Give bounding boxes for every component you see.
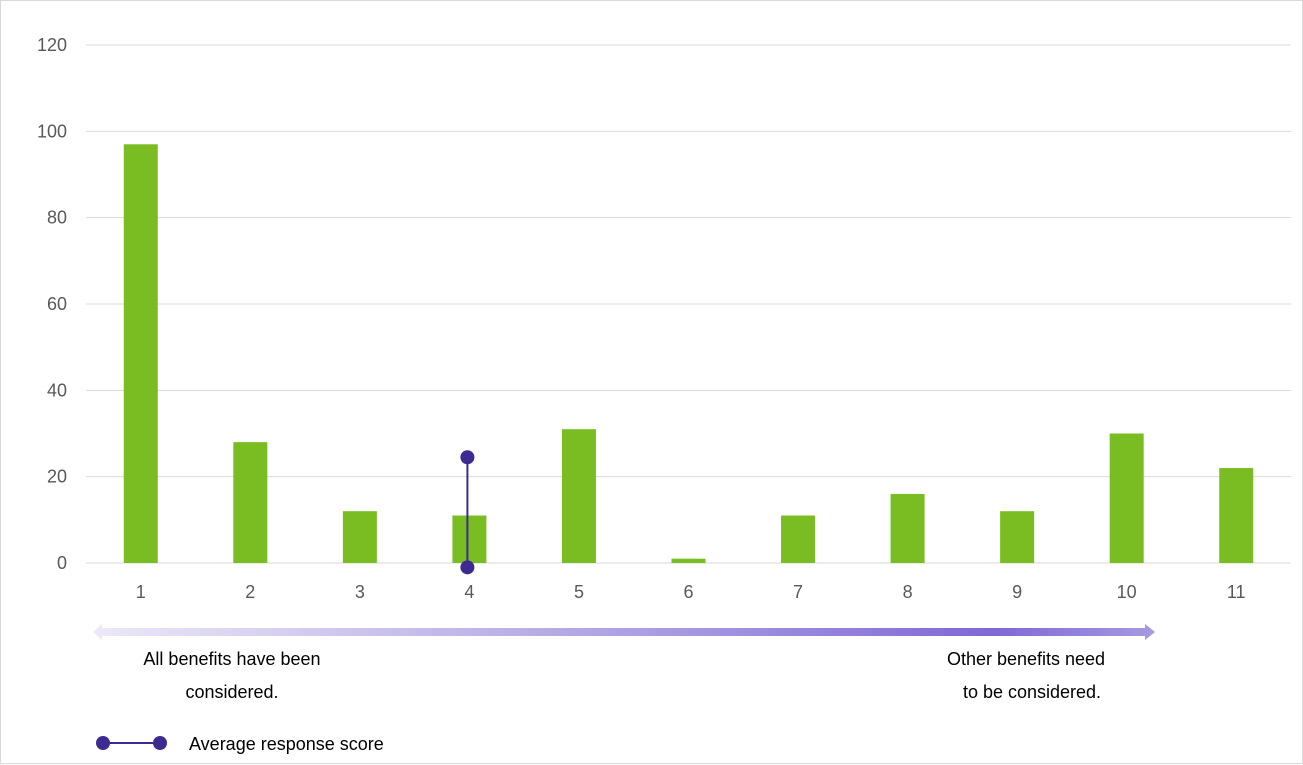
x-tick-label: 1 <box>136 582 146 602</box>
bar-11 <box>1219 468 1254 563</box>
bar-8 <box>890 493 925 563</box>
bar-6 <box>671 558 706 563</box>
legend-label: Average response score <box>189 734 384 754</box>
y-tick-label: 100 <box>37 121 67 141</box>
y-tick-label: 60 <box>47 294 67 314</box>
x-tick-label: 8 <box>903 582 913 602</box>
x-tick-label: 5 <box>574 582 584 602</box>
bar-1 <box>123 144 158 564</box>
left-scale-label-line2: considered. <box>185 682 278 702</box>
bar-3 <box>342 511 377 563</box>
gridlines <box>86 44 1291 564</box>
x-tick-label: 10 <box>1117 582 1137 602</box>
legend-average-dot-left <box>96 736 110 750</box>
x-axis-ticks: 1 2 3 4 5 6 7 8 9 10 11 <box>136 582 1246 602</box>
x-tick-label: 4 <box>464 582 474 602</box>
x-tick-label: 2 <box>245 582 255 602</box>
y-axis-ticks: 0 20 40 60 80 100 120 <box>37 35 67 573</box>
average-dot-low <box>460 560 475 575</box>
x-tick-label: 7 <box>793 582 803 602</box>
y-tick-label: 20 <box>47 467 67 487</box>
bar-4 <box>452 515 487 563</box>
legend-average-dot-right <box>153 736 167 750</box>
y-tick-label: 40 <box>47 380 67 400</box>
x-tick-label: 3 <box>355 582 365 602</box>
y-tick-label: 120 <box>37 35 67 55</box>
right-scale-label-line1: Other benefits need <box>947 649 1105 669</box>
bar-9 <box>1000 511 1035 563</box>
bar-5 <box>561 429 596 563</box>
left-scale-label-line1: All benefits have been <box>143 649 320 669</box>
x-tick-label: 11 <box>1227 582 1246 602</box>
x-tick-label: 6 <box>683 582 693 602</box>
bar-10 <box>1109 433 1144 563</box>
x-tick-label: 9 <box>1012 582 1022 602</box>
bar-7 <box>781 515 816 563</box>
bar-2 <box>233 442 268 563</box>
bars <box>123 144 1254 564</box>
legend: Average response score <box>96 734 384 754</box>
right-scale-label-line2: to be considered. <box>963 682 1101 702</box>
scale-arrow <box>93 624 1155 640</box>
average-dot-high <box>460 450 475 465</box>
y-tick-label: 80 <box>47 208 67 228</box>
y-tick-label: 0 <box>57 553 67 573</box>
average-marker <box>460 450 475 575</box>
